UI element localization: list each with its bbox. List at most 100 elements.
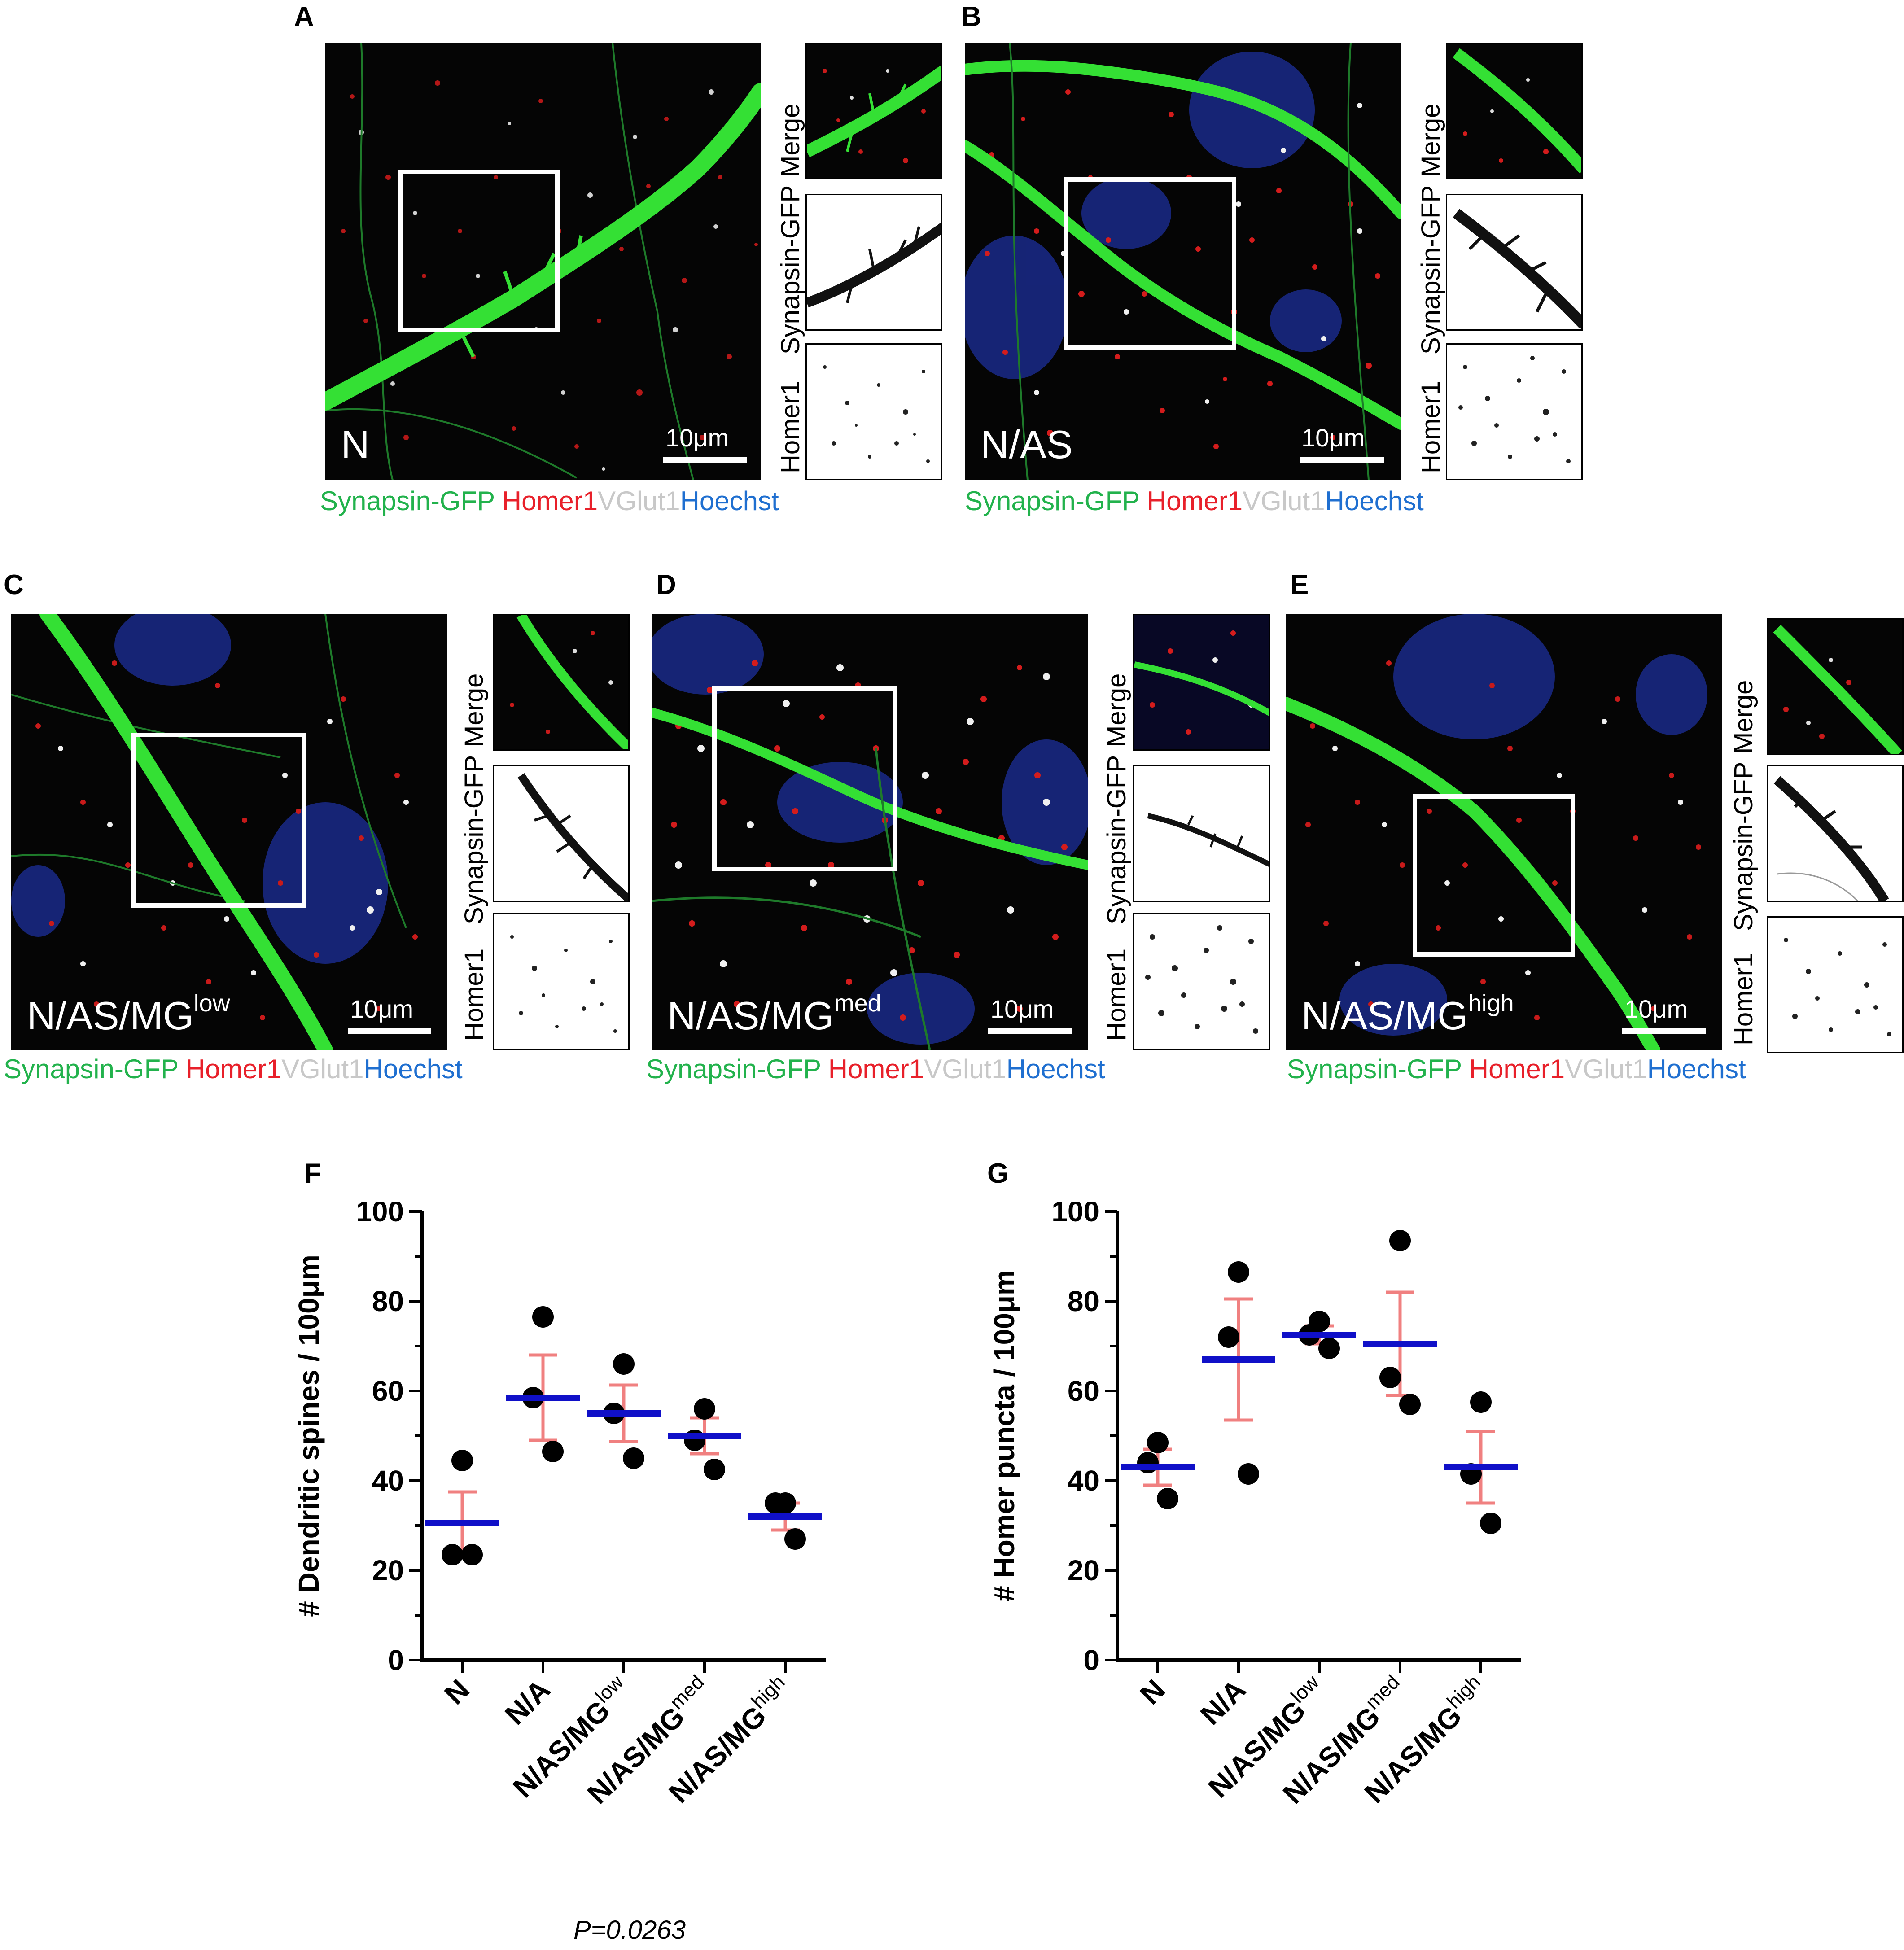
inset-label-merge: Merge	[460, 673, 489, 747]
inset-label-synapsin: Synapsin-GFP	[460, 755, 489, 924]
channel-legend-c: Synapsin-GFP Homer1VGlut1Hoechst	[4, 1054, 463, 1084]
micrograph-e: N/AS/MGhigh 10μm	[1286, 614, 1722, 1050]
condition-superscript: high	[1468, 990, 1514, 1017]
panel-label-d: D	[656, 569, 676, 600]
inset-homer1	[1133, 913, 1270, 1050]
inset-merge	[1446, 43, 1583, 179]
inset-label-synapsin: Synapsin-GFP	[776, 185, 805, 354]
inset-homer1	[493, 913, 630, 1050]
micrograph-d: N/AS/MGmed 10μm	[652, 614, 1088, 1050]
data-point	[704, 1459, 725, 1480]
legend-red: Homer1	[502, 486, 598, 516]
inset-merge	[1133, 614, 1270, 751]
data-point	[694, 1398, 715, 1420]
data-point	[442, 1544, 463, 1565]
legend-blue: Hoechst	[363, 1054, 463, 1084]
legend-green: Synapsin-GFP	[320, 486, 495, 516]
inset-synapsin-gfp	[493, 765, 630, 902]
inset-label-homer1: Homer1	[1416, 380, 1445, 473]
y-tick-label: 0	[388, 1644, 404, 1676]
data-point	[1318, 1338, 1340, 1359]
x-tick-label: N	[1134, 1673, 1171, 1711]
y-axis-label: # Dendritic spines / 100μm	[293, 1255, 325, 1617]
inset-label-homer1: Homer1	[1729, 953, 1758, 1045]
legend-red: Homer1	[828, 1054, 924, 1084]
micrograph-c: N/AS/MGlow 10μm	[11, 614, 447, 1050]
legend-red: Homer1	[1469, 1054, 1565, 1084]
micrograph-b: N/AS 10μm	[965, 43, 1401, 480]
data-point	[1218, 1326, 1239, 1348]
inset-homer1	[1767, 916, 1904, 1053]
data-point	[1399, 1394, 1421, 1415]
scale-bar-label: 10μm	[350, 995, 414, 1023]
data-point	[623, 1447, 644, 1469]
panel-label-c: C	[4, 569, 24, 600]
channel-legend-b: Synapsin-GFP Homer1VGlut1Hoechst	[965, 485, 1424, 516]
data-point	[1379, 1367, 1401, 1388]
scale-bar	[1622, 1028, 1706, 1034]
inset-label-homer1: Homer1	[460, 948, 489, 1041]
micrograph-a-image	[325, 43, 761, 480]
legend-red: Homer1	[1147, 486, 1243, 516]
scale-bar-label: 10μm	[1624, 995, 1688, 1023]
legend-green: Synapsin-GFP	[646, 1054, 821, 1084]
y-tick-label: 40	[372, 1465, 404, 1497]
inset-merge	[1767, 618, 1904, 755]
inset-label-synapsin: Synapsin-GFP	[1416, 185, 1445, 354]
zoom-region-box	[131, 733, 306, 908]
legend-blue: Hoechst	[1006, 1054, 1105, 1084]
data-point	[1238, 1463, 1259, 1485]
condition-label: N	[341, 422, 370, 468]
scale-bar-label: 10μm	[665, 424, 729, 452]
legend-gray: VGlut1	[1243, 486, 1325, 516]
legend-green: Synapsin-GFP	[4, 1054, 179, 1084]
inset-label-merge: Merge	[1416, 103, 1445, 177]
scale-bar	[1300, 457, 1384, 463]
x-tick-label: N/A	[1194, 1673, 1252, 1731]
panel-label-f: F	[304, 1158, 321, 1189]
panel-label-g: G	[987, 1158, 1009, 1189]
data-point	[1470, 1391, 1492, 1413]
inset-homer1	[805, 343, 942, 480]
data-point	[1228, 1261, 1249, 1283]
data-point	[1157, 1488, 1178, 1509]
legend-gray: VGlut1	[598, 486, 680, 516]
inset-label-synapsin: Synapsin-GFP	[1102, 755, 1131, 924]
inset-synapsin-gfp	[805, 194, 942, 331]
inset-synapsin-gfp	[1133, 765, 1270, 902]
legend-blue: Hoechst	[680, 486, 779, 516]
condition-label: N/AS/MGlow	[27, 990, 230, 1039]
legend-blue: Hoechst	[1647, 1054, 1746, 1084]
condition-text: N/AS	[980, 422, 1073, 467]
p-value: P=0.0263	[573, 1915, 686, 1945]
legend-blue: Hoechst	[1325, 486, 1424, 516]
data-point	[532, 1306, 554, 1328]
y-tick-label: 40	[1068, 1465, 1099, 1497]
micrograph-c-image	[11, 614, 447, 1050]
inset-label-homer1: Homer1	[1102, 948, 1131, 1041]
legend-gray: VGlut1	[281, 1054, 364, 1084]
y-tick-label: 80	[1068, 1285, 1099, 1317]
zoom-region-box	[1064, 177, 1236, 350]
micrograph-a: N 10μm	[325, 43, 761, 480]
legend-red: Homer1	[185, 1054, 282, 1084]
x-tick-label: N/A	[499, 1673, 556, 1731]
data-point	[1480, 1513, 1501, 1534]
condition-text: N	[341, 422, 370, 467]
data-point	[784, 1528, 806, 1550]
inset-homer1	[1446, 343, 1583, 480]
y-tick-label: 80	[372, 1285, 404, 1317]
channel-legend-e: Synapsin-GFP Homer1VGlut1Hoechst	[1287, 1054, 1746, 1084]
legend-gray: VGlut1	[1565, 1054, 1647, 1084]
inset-label-synapsin: Synapsin-GFP	[1729, 761, 1758, 931]
inset-merge	[493, 614, 630, 751]
scale-bar-label: 10μm	[1301, 424, 1365, 452]
data-point	[542, 1441, 564, 1462]
zoom-region-box	[712, 686, 897, 871]
data-point	[1389, 1230, 1411, 1251]
panel-label-b: B	[961, 1, 981, 32]
condition-text: N/AS/MG	[1301, 993, 1468, 1038]
condition-label: N/AS	[980, 422, 1072, 468]
channel-legend-a: Synapsin-GFP Homer1VGlut1Hoechst	[320, 485, 779, 516]
data-point	[1147, 1432, 1169, 1453]
